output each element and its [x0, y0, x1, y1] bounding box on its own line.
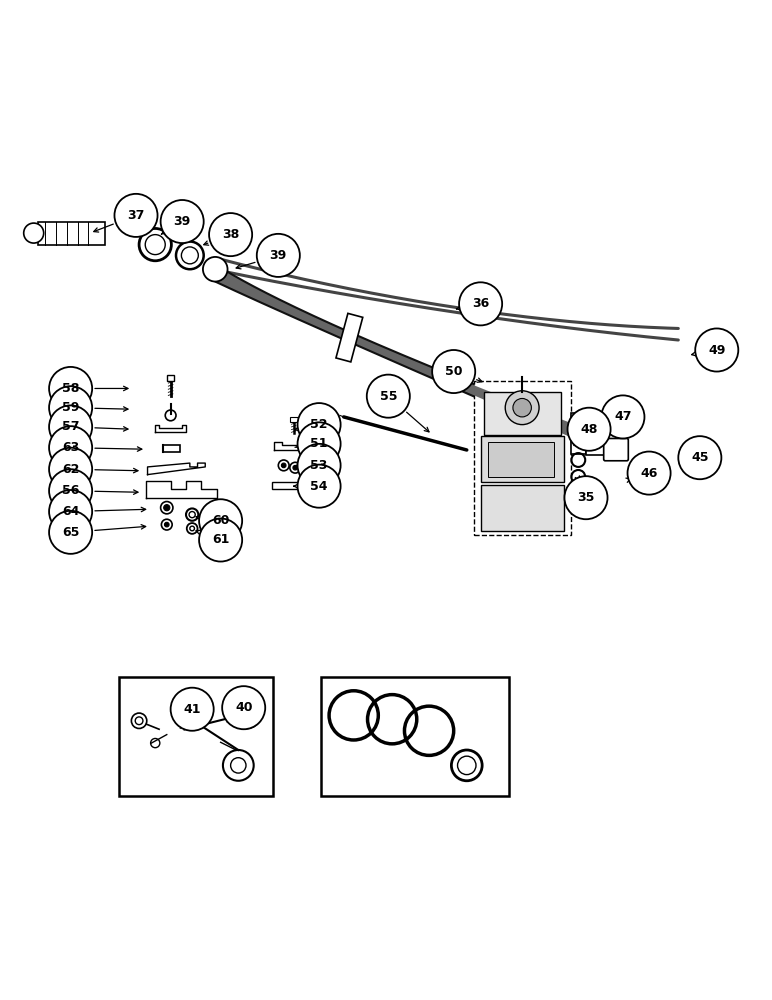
Circle shape: [49, 511, 92, 554]
Circle shape: [49, 386, 92, 429]
Polygon shape: [275, 442, 309, 450]
Polygon shape: [146, 481, 217, 498]
Circle shape: [24, 223, 44, 243]
Text: 49: 49: [708, 344, 726, 357]
Circle shape: [49, 367, 92, 410]
Text: 60: 60: [212, 514, 229, 527]
Circle shape: [49, 490, 92, 533]
Circle shape: [223, 750, 254, 781]
Circle shape: [567, 408, 611, 451]
Bar: [481, 485, 564, 531]
Text: 48: 48: [581, 423, 598, 436]
Circle shape: [297, 465, 340, 508]
Circle shape: [297, 403, 340, 446]
Text: 45: 45: [691, 451, 709, 464]
Text: 40: 40: [235, 701, 252, 714]
Circle shape: [628, 452, 671, 495]
Circle shape: [505, 391, 539, 425]
Text: 55: 55: [380, 390, 397, 403]
Text: 51: 51: [310, 437, 328, 450]
Circle shape: [696, 328, 738, 372]
Polygon shape: [147, 463, 205, 475]
Bar: [320, 677, 509, 796]
Circle shape: [293, 465, 297, 470]
Bar: [163, 445, 180, 452]
Circle shape: [135, 717, 143, 725]
Circle shape: [222, 686, 266, 729]
Text: 54: 54: [310, 480, 328, 493]
Circle shape: [231, 758, 246, 773]
Text: 63: 63: [62, 441, 80, 454]
Text: 35: 35: [577, 491, 594, 504]
Bar: [489, 442, 554, 477]
Bar: [290, 417, 297, 422]
Circle shape: [164, 505, 170, 511]
Text: 62: 62: [62, 463, 80, 476]
Circle shape: [161, 200, 204, 243]
Bar: [336, 313, 363, 362]
Text: 61: 61: [212, 533, 229, 546]
Text: 37: 37: [127, 209, 144, 222]
Circle shape: [601, 395, 645, 438]
Text: 56: 56: [62, 484, 80, 497]
Bar: [586, 438, 605, 455]
Text: 64: 64: [62, 505, 80, 518]
Text: 50: 50: [445, 365, 462, 378]
Bar: [484, 392, 560, 435]
Bar: [571, 440, 586, 454]
Circle shape: [679, 436, 721, 479]
Text: 38: 38: [222, 228, 239, 241]
Bar: [273, 482, 310, 489]
Text: 58: 58: [62, 382, 80, 395]
Bar: [586, 412, 605, 428]
Circle shape: [564, 476, 608, 519]
Text: 39: 39: [174, 215, 191, 228]
Circle shape: [199, 499, 242, 542]
Text: 53: 53: [310, 459, 328, 472]
Text: 47: 47: [615, 410, 631, 423]
Circle shape: [297, 422, 340, 465]
Circle shape: [49, 426, 92, 469]
Text: 36: 36: [472, 297, 489, 310]
Polygon shape: [155, 425, 186, 432]
Bar: [119, 677, 273, 796]
Text: 65: 65: [62, 526, 80, 539]
Circle shape: [513, 398, 531, 417]
Text: 41: 41: [184, 703, 201, 716]
Bar: [475, 381, 571, 535]
Circle shape: [199, 518, 242, 562]
Text: 46: 46: [641, 467, 658, 480]
Text: 52: 52: [310, 418, 328, 431]
Circle shape: [231, 698, 262, 728]
FancyBboxPatch shape: [604, 410, 628, 432]
FancyBboxPatch shape: [604, 438, 628, 461]
Circle shape: [49, 469, 92, 512]
Circle shape: [459, 282, 502, 325]
Circle shape: [49, 448, 92, 491]
Circle shape: [49, 405, 92, 448]
Bar: [571, 413, 586, 427]
Circle shape: [209, 213, 252, 256]
Circle shape: [432, 350, 476, 393]
Text: 39: 39: [269, 249, 287, 262]
Circle shape: [239, 705, 254, 721]
Circle shape: [297, 444, 340, 487]
Circle shape: [367, 375, 410, 418]
Circle shape: [203, 257, 228, 282]
Circle shape: [114, 194, 157, 237]
Text: 59: 59: [62, 401, 80, 414]
Bar: [38, 222, 105, 245]
Circle shape: [257, 234, 300, 277]
Bar: [167, 375, 174, 381]
Circle shape: [164, 522, 169, 527]
Circle shape: [131, 713, 147, 728]
Text: 57: 57: [62, 420, 80, 433]
Circle shape: [171, 688, 214, 731]
Bar: [481, 436, 564, 482]
Circle shape: [281, 463, 286, 468]
